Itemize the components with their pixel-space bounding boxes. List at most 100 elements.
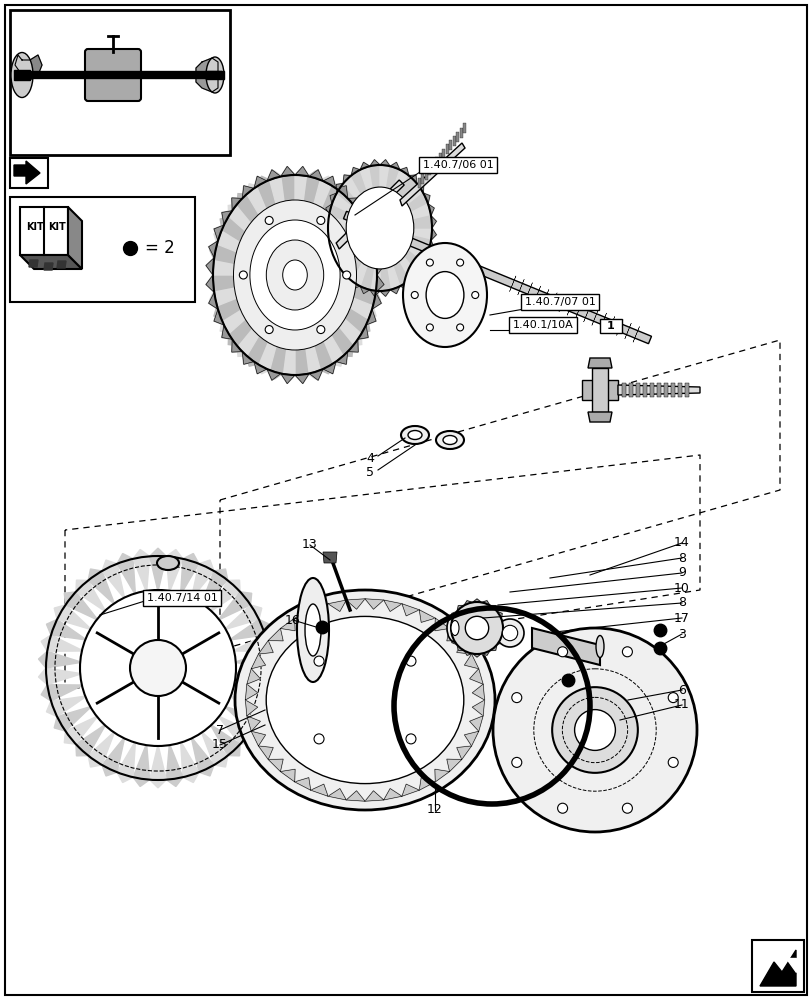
Polygon shape: [350, 169, 380, 228]
Polygon shape: [451, 637, 457, 645]
Polygon shape: [294, 216, 369, 275]
Polygon shape: [229, 696, 269, 717]
Text: 6: 6: [677, 684, 685, 696]
Ellipse shape: [446, 614, 462, 642]
Polygon shape: [401, 784, 418, 796]
Polygon shape: [359, 228, 380, 293]
Polygon shape: [456, 641, 471, 654]
Polygon shape: [323, 552, 337, 563]
Polygon shape: [210, 724, 240, 756]
Polygon shape: [380, 228, 423, 273]
Polygon shape: [463, 123, 466, 133]
Polygon shape: [323, 362, 336, 374]
Polygon shape: [221, 325, 232, 339]
Polygon shape: [531, 628, 599, 665]
Polygon shape: [375, 275, 384, 292]
Polygon shape: [435, 157, 438, 167]
Polygon shape: [38, 651, 82, 668]
Polygon shape: [501, 628, 505, 637]
Bar: [10, 197, 195, 302]
Circle shape: [316, 326, 324, 334]
Polygon shape: [380, 161, 389, 228]
Polygon shape: [46, 619, 87, 640]
Polygon shape: [359, 163, 380, 228]
Polygon shape: [75, 724, 106, 756]
Polygon shape: [229, 619, 269, 640]
Text: 5: 5: [366, 466, 374, 479]
Polygon shape: [365, 791, 384, 801]
Polygon shape: [268, 759, 283, 772]
Polygon shape: [418, 778, 435, 790]
Polygon shape: [294, 259, 382, 275]
Text: 16: 16: [285, 613, 301, 626]
Polygon shape: [435, 618, 449, 631]
Polygon shape: [472, 684, 484, 700]
Polygon shape: [472, 700, 484, 716]
Text: 8: 8: [677, 596, 685, 609]
Polygon shape: [591, 310, 598, 325]
Polygon shape: [311, 784, 328, 796]
Polygon shape: [208, 259, 294, 275]
Polygon shape: [566, 300, 573, 315]
Polygon shape: [208, 292, 217, 309]
Circle shape: [471, 292, 478, 298]
Polygon shape: [343, 176, 380, 228]
Polygon shape: [75, 580, 106, 612]
Polygon shape: [294, 176, 332, 275]
Polygon shape: [526, 283, 532, 298]
Polygon shape: [245, 684, 257, 700]
Polygon shape: [380, 204, 433, 228]
Polygon shape: [431, 161, 435, 171]
Circle shape: [314, 656, 324, 666]
Polygon shape: [435, 769, 449, 782]
Polygon shape: [46, 696, 87, 717]
Text: 8: 8: [677, 552, 685, 564]
Polygon shape: [558, 296, 564, 312]
Polygon shape: [224, 605, 261, 630]
Polygon shape: [472, 599, 481, 602]
Polygon shape: [209, 275, 294, 306]
Polygon shape: [380, 183, 423, 228]
Polygon shape: [257, 176, 294, 275]
Circle shape: [265, 216, 272, 224]
Polygon shape: [423, 193, 430, 204]
Circle shape: [574, 710, 615, 750]
Polygon shape: [359, 286, 369, 294]
Polygon shape: [294, 610, 311, 622]
Polygon shape: [166, 744, 182, 787]
Polygon shape: [375, 258, 384, 275]
Polygon shape: [234, 668, 277, 685]
Polygon shape: [206, 275, 214, 292]
Polygon shape: [324, 216, 380, 228]
Polygon shape: [517, 279, 524, 295]
Polygon shape: [294, 194, 353, 275]
Polygon shape: [642, 383, 646, 397]
Polygon shape: [149, 548, 166, 592]
Polygon shape: [294, 244, 380, 275]
Circle shape: [342, 271, 350, 279]
Polygon shape: [64, 592, 98, 620]
Polygon shape: [446, 628, 461, 641]
Polygon shape: [337, 228, 380, 273]
Polygon shape: [399, 280, 409, 289]
Polygon shape: [599, 313, 606, 329]
Polygon shape: [629, 383, 633, 397]
Polygon shape: [15, 55, 42, 80]
Polygon shape: [416, 183, 423, 193]
Polygon shape: [41, 685, 84, 701]
Polygon shape: [380, 169, 409, 228]
Polygon shape: [542, 289, 548, 305]
Polygon shape: [309, 170, 323, 181]
Polygon shape: [38, 668, 82, 685]
Polygon shape: [380, 228, 416, 280]
Polygon shape: [208, 241, 217, 258]
Polygon shape: [294, 700, 679, 726]
Polygon shape: [371, 292, 381, 309]
Polygon shape: [231, 339, 242, 352]
Polygon shape: [456, 746, 471, 759]
Polygon shape: [257, 275, 294, 374]
Polygon shape: [350, 280, 359, 289]
Polygon shape: [380, 176, 416, 228]
Polygon shape: [228, 275, 294, 346]
Ellipse shape: [282, 260, 307, 290]
